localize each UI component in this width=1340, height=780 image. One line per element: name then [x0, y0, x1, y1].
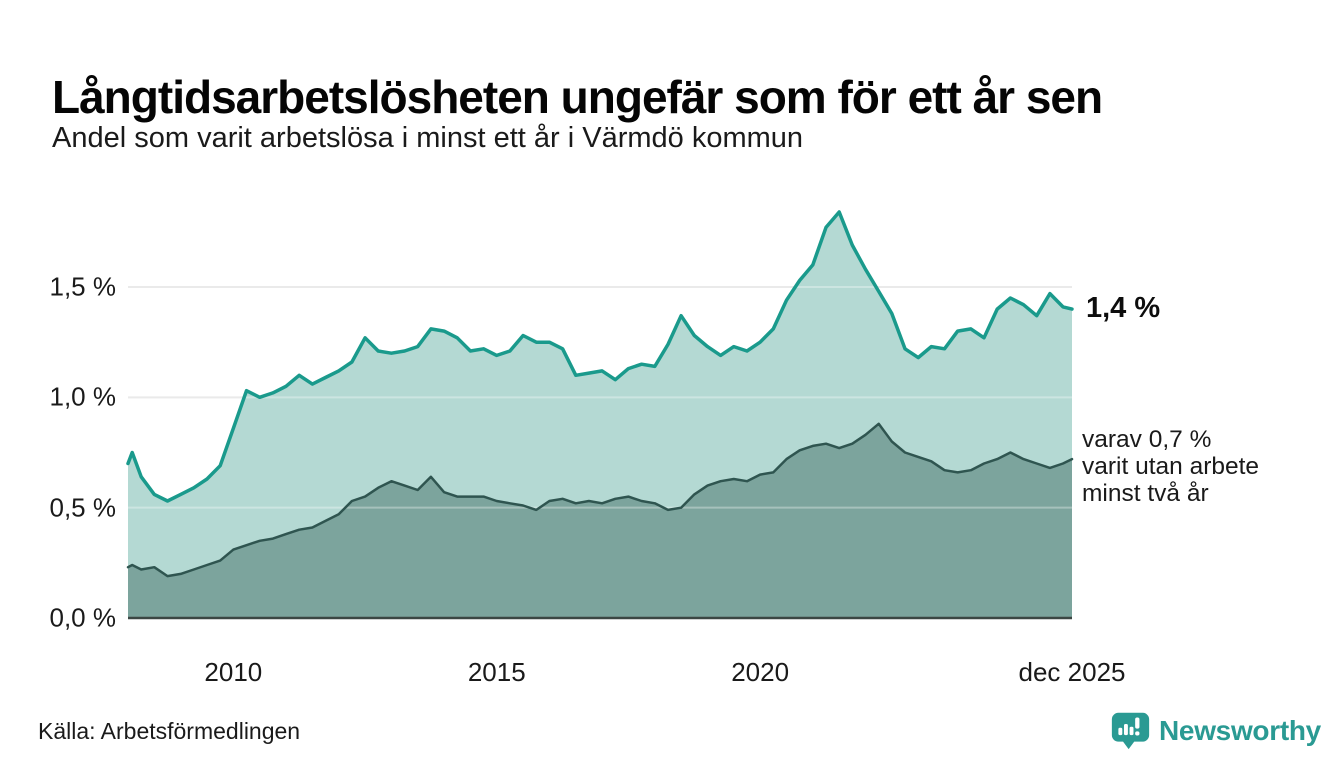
newsworthy-logo: Newsworthy — [1110, 710, 1321, 751]
latest-value-label: 1,4 % — [1086, 292, 1161, 324]
trend-line-one-year — [126, 210, 1074, 503]
newsworthy-wordmark: Newsworthy — [1159, 714, 1321, 746]
y-axis-tick-label: 0,0 % — [49, 602, 117, 633]
page-subtitle: Andel som varit arbetslösa i minst ett å… — [52, 122, 804, 154]
secondary-series-annotation: varav 0,7 % varit utan arbete minst två … — [1082, 426, 1259, 507]
y-axis-tick-label: 0,5 % — [49, 492, 117, 523]
y-axis-tick-label: 1,5 % — [49, 271, 117, 302]
x-axis-tick-label: dec 2025 — [1018, 657, 1126, 687]
y-axis-tick-label: 1,0 % — [49, 381, 117, 412]
x-axis-tick-label: 2010 — [204, 657, 263, 687]
source-text: Källa: Arbetsförmedlingen — [38, 718, 301, 744]
x-axis-tick-label: 2015 — [467, 657, 526, 687]
page-title: Långtidsarbetslösheten ungefär som för e… — [52, 70, 1103, 123]
annotation-line: varit utan arbete — [1082, 453, 1260, 480]
trend-line-two-years — [126, 422, 1074, 578]
annotation-line: varav 0,7 % — [1082, 426, 1212, 453]
speech-bubble-chart-icon — [1111, 712, 1150, 750]
x-axis-tick-label: 2020 — [731, 657, 790, 687]
area-unemployed-two-years — [128, 423, 1072, 618]
annotation-line: minst två år — [1082, 480, 1209, 507]
gridlines-over — [128, 286, 1072, 509]
